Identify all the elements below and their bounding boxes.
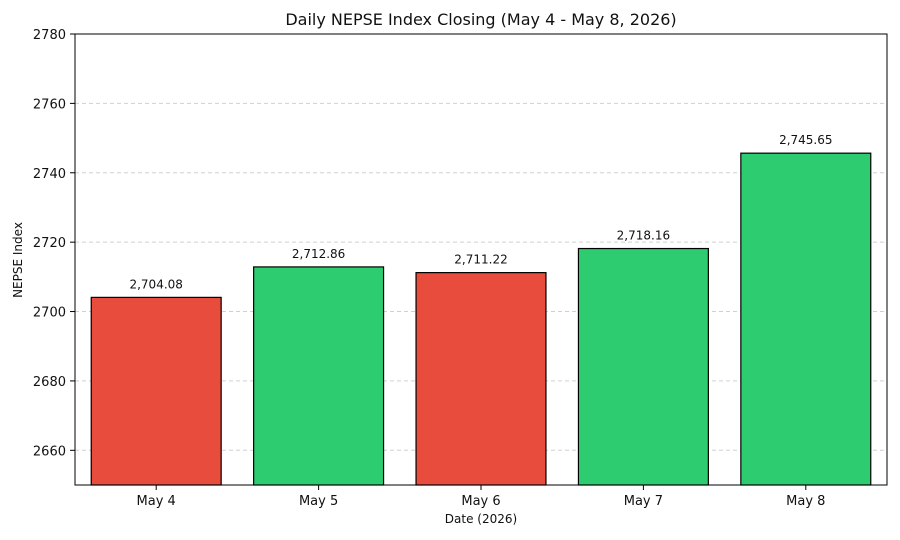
bar [90, 296, 222, 486]
y-tick-label: 2680 [33, 375, 66, 390]
chart-title: Daily NEPSE Index Closing (May 4 - May 8… [285, 10, 676, 29]
x-tick-label: May 4 [137, 494, 176, 509]
y-axis-ticks: 2660 2680 2700 2720 2740 2760 2780 [33, 28, 75, 459]
x-tick-label: May 5 [299, 494, 338, 509]
data-labels: 2,704.08 2,712.86 2,711.22 2,718.16 2,745.65 [129, 133, 832, 291]
x-tick-label: May 8 [786, 494, 825, 509]
bar [740, 152, 872, 486]
y-tick-label: 2760 [33, 97, 66, 112]
y-tick-label: 2740 [33, 167, 66, 182]
x-tick-label: May 7 [624, 494, 663, 509]
bars [90, 152, 872, 486]
bar [415, 272, 547, 486]
x-axis-label: Date (2026) [445, 512, 517, 526]
x-axis-ticks: May 4 May 5 May 6 May 7 May 8 [137, 485, 825, 509]
bar-value-label: 2,745.65 [779, 133, 832, 147]
y-tick-label: 2720 [33, 236, 66, 251]
y-tick-label: 2700 [33, 306, 66, 321]
y-tick-label: 2660 [33, 444, 66, 459]
bar-value-label: 2,711.22 [454, 253, 507, 267]
bar [577, 247, 709, 486]
y-tick-label: 2780 [33, 28, 66, 43]
bar-value-label: 2,704.08 [129, 277, 182, 291]
bar-value-label: 2,718.16 [617, 229, 670, 243]
bar [253, 266, 385, 486]
x-tick-label: May 6 [461, 494, 500, 509]
bar-value-label: 2,712.86 [292, 247, 345, 261]
y-axis-label: NEPSE Index [11, 222, 25, 298]
